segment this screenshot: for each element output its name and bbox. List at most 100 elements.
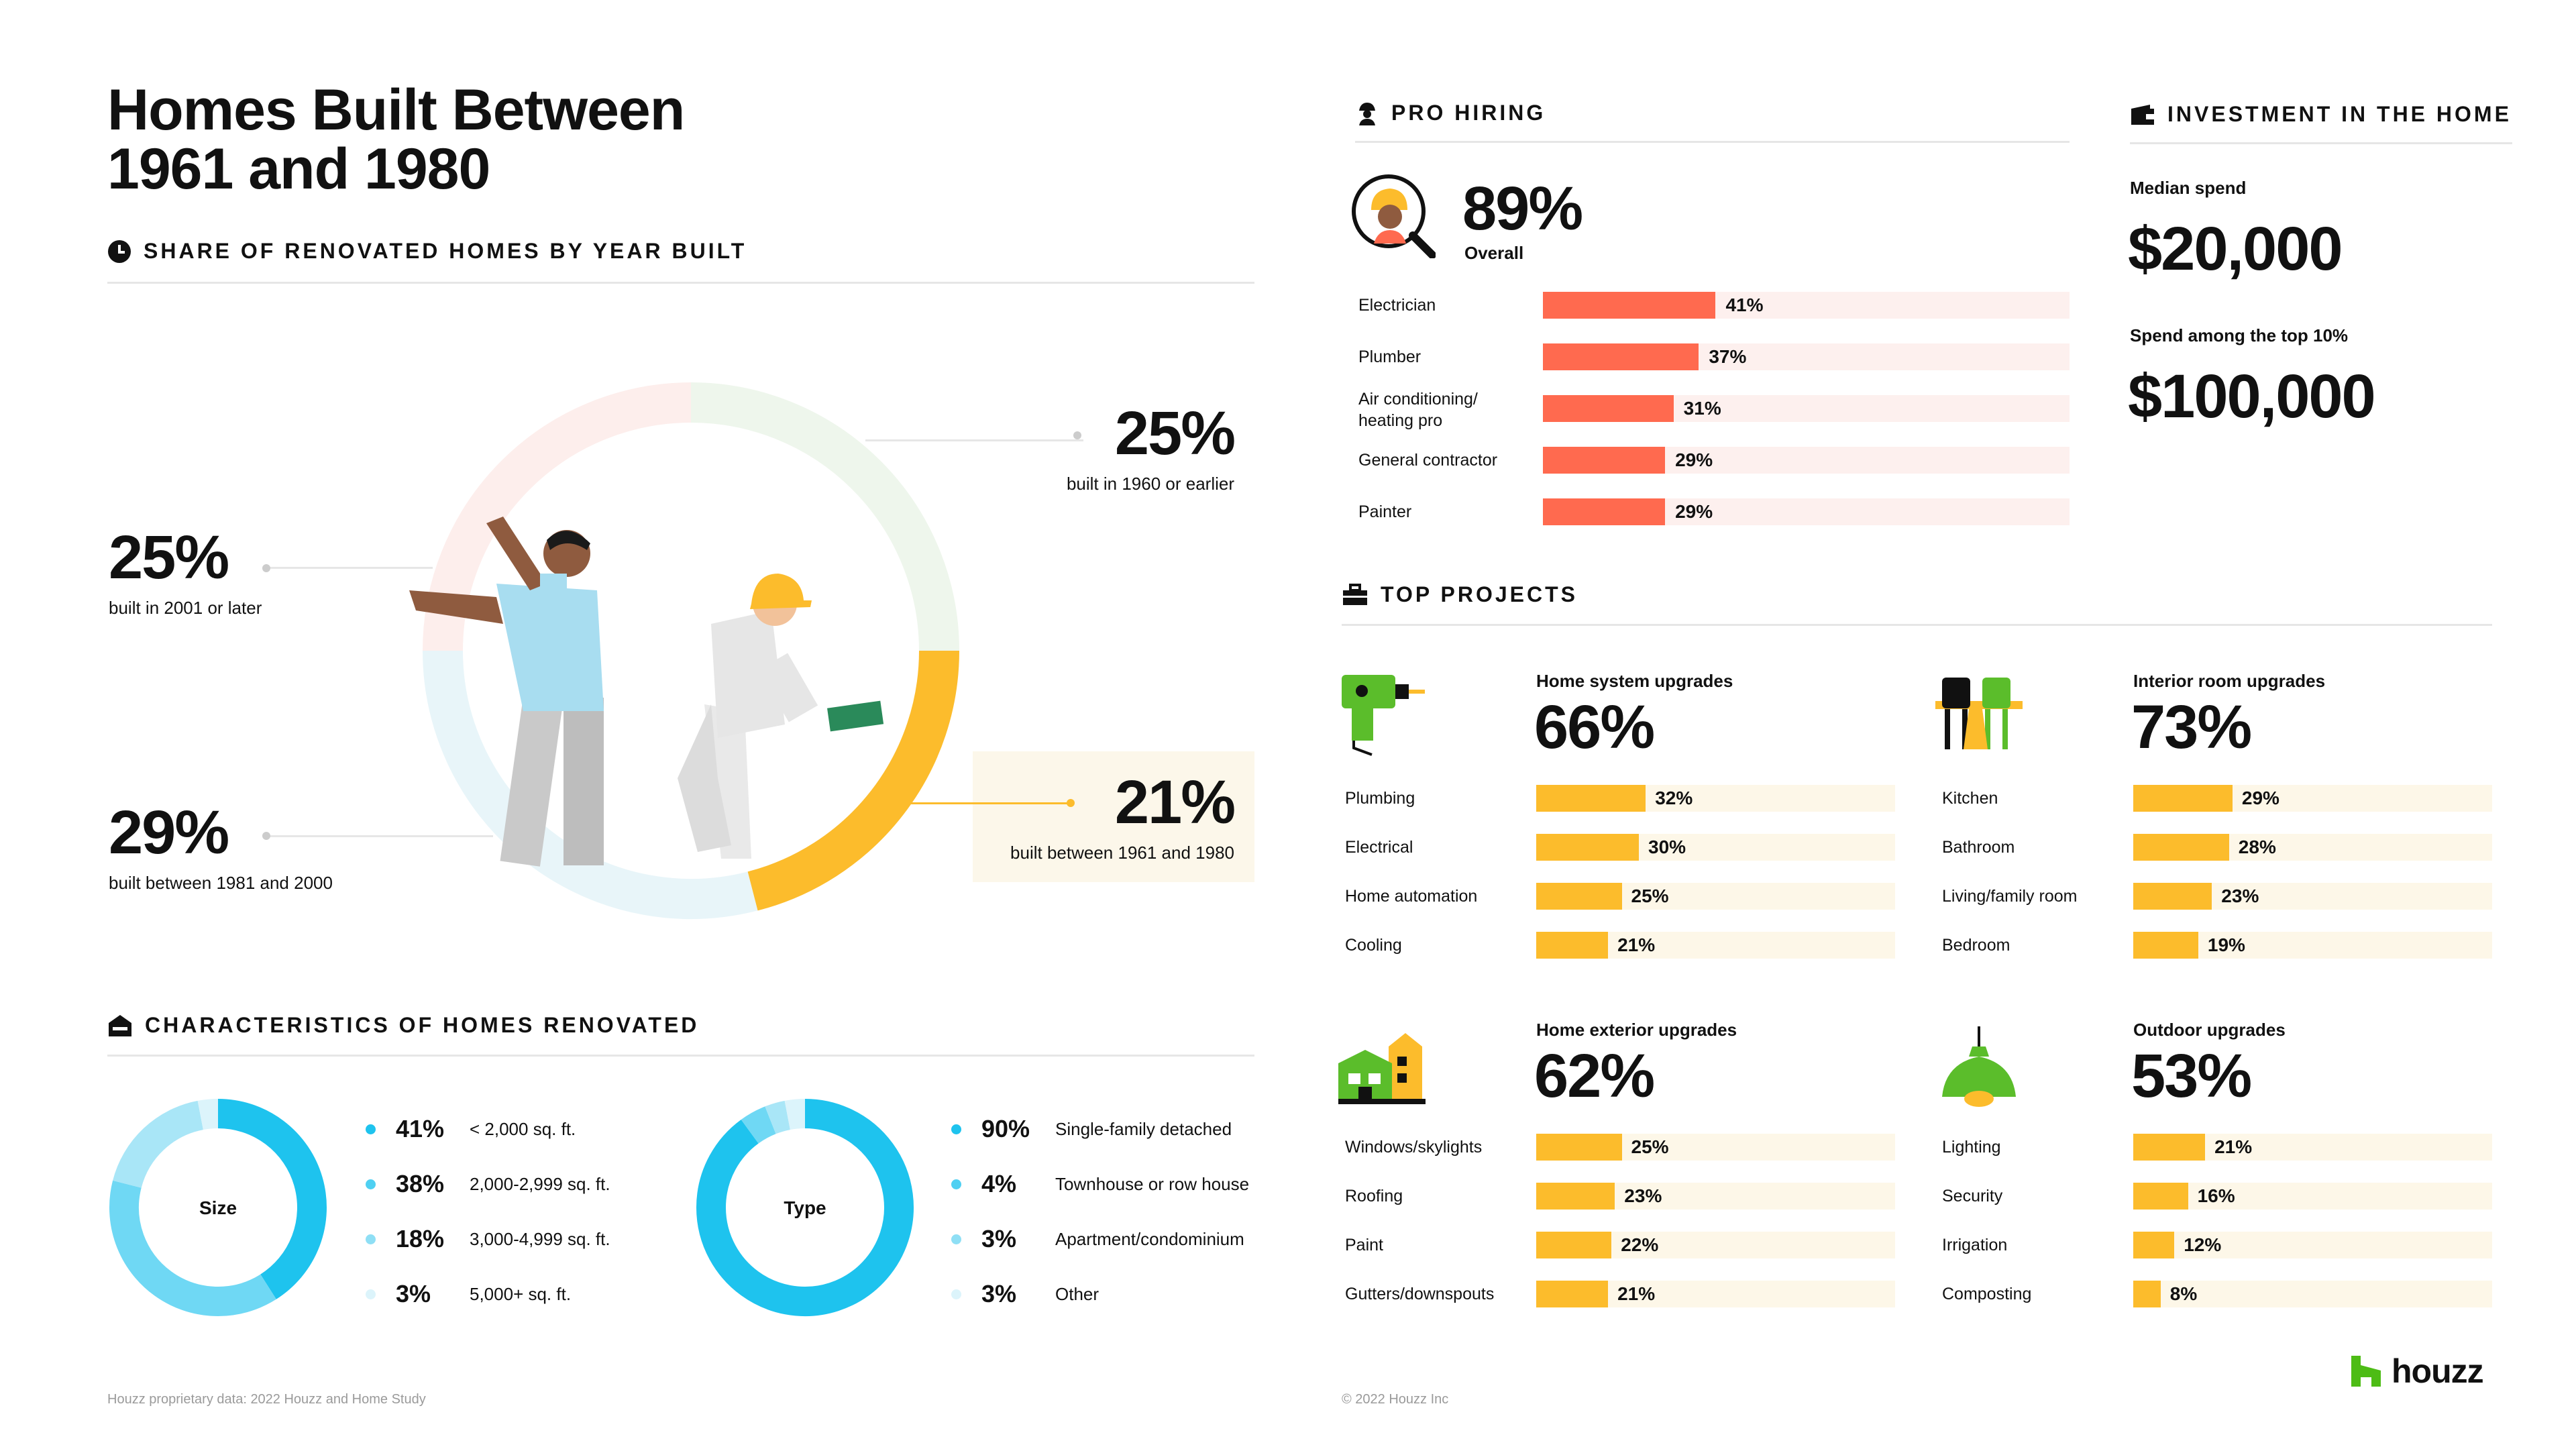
legend-label: 5,000+ sq. ft. xyxy=(470,1283,572,1304)
project-bar-value: 21% xyxy=(1617,1283,1656,1304)
project-bar-label: Plumbing xyxy=(1345,789,1415,808)
project-bar-fill xyxy=(2133,834,2229,861)
callout-line xyxy=(265,835,493,837)
slice-type-single-family xyxy=(696,1099,914,1316)
toolbox-icon xyxy=(1343,583,1367,605)
share-heading: SHARE OF RENOVATED HOMES BY YEAR BUILT xyxy=(107,239,747,264)
project-bar-label: Composting xyxy=(1942,1285,2032,1303)
pro-bar-value: 29% xyxy=(1675,501,1713,522)
project-group-pct: 53% xyxy=(2131,1042,2252,1110)
pro-bar-label-line: heating pro xyxy=(1358,411,1443,430)
legend-label: 3,000-4,999 sq. ft. xyxy=(470,1228,610,1249)
project-bar-fill xyxy=(1536,932,1609,959)
project-bar-fill xyxy=(2133,785,2233,812)
houzz-logo[interactable]: houzz xyxy=(2351,1352,2484,1391)
project-bar-fill xyxy=(2133,883,2212,910)
project-bar-label: Windows/skylights xyxy=(1345,1138,1483,1157)
slice-size-3000-4999 xyxy=(113,1100,204,1189)
slice-type-townhouse xyxy=(741,1106,777,1144)
project-bar-track: 16% xyxy=(2133,1183,2492,1210)
pro-bar-label-line: Plumber xyxy=(1358,347,1421,366)
project-bar-value: 8% xyxy=(2169,1283,2198,1304)
project-bar-label: Living/family room xyxy=(1942,887,2078,906)
legend-dot-icon xyxy=(951,1124,961,1134)
project-bar-fill xyxy=(1536,883,1622,910)
project-bar-track: 8% xyxy=(2133,1281,2492,1307)
legend-label: Townhouse or row house xyxy=(1055,1173,1250,1194)
callout-pct: 25% xyxy=(1114,399,1236,468)
pro-bar-value: 31% xyxy=(1683,398,1721,419)
pro-hiring-heading: PRO HIRING xyxy=(1355,101,1546,125)
project-bar-label: Irrigation xyxy=(1942,1236,2008,1254)
pendant-lamp-icon xyxy=(1942,1026,2016,1107)
divider xyxy=(107,1055,1254,1057)
project-bar-track: 22% xyxy=(1536,1232,1895,1258)
callout-dot xyxy=(262,832,270,840)
pro-bar-fill xyxy=(1543,395,1674,422)
callout-dot xyxy=(262,564,270,572)
worker-icon xyxy=(1359,102,1375,125)
project-bar-fill xyxy=(1536,1183,1615,1210)
size-legend-item: 38% 2,000-2,999 sq. ft. xyxy=(366,1170,610,1198)
project-bar-value: 32% xyxy=(1655,788,1693,808)
divider xyxy=(1355,141,2070,143)
top-spend-value: $100,000 xyxy=(2128,362,2376,431)
divider xyxy=(1342,624,2492,626)
pro-bar-fill xyxy=(1543,292,1716,319)
pro-bar-label-line: Painter xyxy=(1358,502,1412,521)
callout-pct: 21% xyxy=(1114,768,1236,837)
project-bar-label: Electrical xyxy=(1345,838,1413,857)
slice-type-apartment xyxy=(765,1100,791,1134)
project-bar-fill xyxy=(1536,1232,1612,1258)
callout-pct: 25% xyxy=(109,523,229,592)
project-bar-value: 21% xyxy=(1617,934,1656,955)
callout-1961-1980: 21% built between 1961 and 1980 xyxy=(986,768,1236,863)
legend-label: < 2,000 sq. ft. xyxy=(470,1118,576,1139)
project-bar-track: 21% xyxy=(2133,1134,2492,1161)
investment-heading: INVESTMENT IN THE HOME xyxy=(2130,102,2512,127)
characteristics-heading-text: CHARACTERISTICS OF HOMES RENOVATED xyxy=(145,1013,700,1037)
callout-label: built between 1981 and 2000 xyxy=(109,873,333,893)
share-heading-text: SHARE OF RENOVATED HOMES BY YEAR BUILT xyxy=(144,239,747,263)
project-bar-label: Bedroom xyxy=(1942,936,2010,955)
page-title-line2: 1961 and 1980 xyxy=(107,137,490,201)
project-bar-value: 12% xyxy=(2184,1234,2222,1255)
drill-icon xyxy=(1342,675,1425,756)
slice-2001-later xyxy=(423,382,692,651)
project-bar-value: 21% xyxy=(2214,1136,2253,1157)
project-bar-track: 32% xyxy=(1536,785,1895,812)
pro-bar-label-line: General contractor xyxy=(1358,451,1498,470)
pro-bar-value: 29% xyxy=(1675,449,1713,470)
house-icon xyxy=(109,1014,131,1036)
legend-dot-icon xyxy=(366,1179,376,1189)
callout-2001-later: 25% built in 2001 or later xyxy=(109,527,262,619)
pro-bar-label: General contractor xyxy=(1358,449,1497,471)
pro-bar-track: 41% xyxy=(1543,292,2070,319)
project-group-title: Home exterior upgrades xyxy=(1536,1020,1737,1040)
pro-bar-track: 29% xyxy=(1543,498,2070,525)
legend-pct: 90% xyxy=(981,1115,1030,1142)
footer-source: Houzz proprietary data: 2022 Houzz and H… xyxy=(107,1392,426,1407)
legend-label: Single-family detached xyxy=(1055,1118,1232,1139)
legend-label: Apartment/condominium xyxy=(1055,1228,1244,1249)
characteristics-heading: CHARACTERISTICS OF HOMES RENOVATED xyxy=(107,1013,699,1038)
project-bar-track: 23% xyxy=(1536,1183,1895,1210)
project-bar-fill xyxy=(1536,1281,1609,1307)
pro-search-icon xyxy=(1352,174,1436,258)
project-bar-fill xyxy=(2133,932,2198,959)
divider xyxy=(2130,142,2512,144)
project-group-title: Home system upgrades xyxy=(1536,671,1733,691)
project-bar-track: 25% xyxy=(1536,1134,1895,1161)
pro-bar-track: 29% xyxy=(1543,447,2070,474)
pro-bar-track: 31% xyxy=(1543,395,2070,422)
project-bar-fill xyxy=(2133,1134,2206,1161)
pro-bar-track: 37% xyxy=(1543,343,2070,370)
top-spend-label: Spend among the top 10% xyxy=(2130,325,2349,345)
houzz-logo-icon xyxy=(2351,1356,2381,1387)
project-bar-label: Roofing xyxy=(1345,1187,1403,1205)
project-bar-track: 30% xyxy=(1536,834,1895,861)
slice-1960-earlier xyxy=(690,382,959,651)
callout-line xyxy=(862,802,1073,804)
legend-label: 2,000-2,999 sq. ft. xyxy=(470,1173,610,1194)
callout-pct: 29% xyxy=(109,798,229,867)
